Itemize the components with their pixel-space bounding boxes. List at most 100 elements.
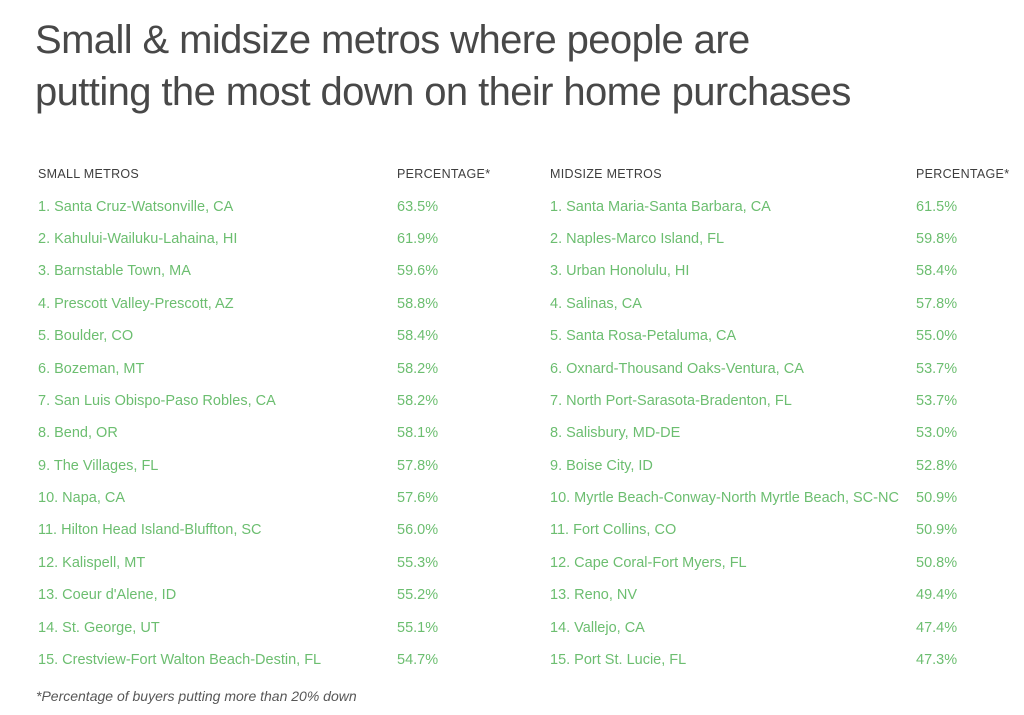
percentage-value: 53.7% bbox=[916, 392, 958, 409]
metro-label: 2. Naples-Marco Island, FL bbox=[550, 230, 725, 247]
table-row: 10. Myrtle Beach-Conway-North Myrtle Bea… bbox=[550, 482, 1012, 514]
table-row: 7. North Port-Sarasota-Bradenton, FL 53.… bbox=[550, 385, 1012, 417]
metro-label: 1. Santa Maria-Santa Barbara, CA bbox=[550, 198, 771, 215]
table-row: 9. Boise City, ID 52.8% bbox=[550, 450, 1012, 482]
table-row: 5. Boulder, CO 58.4% bbox=[38, 320, 512, 352]
table-row: 14. Vallejo, CA 47.4% bbox=[550, 611, 1012, 643]
metro-label: 14. St. George, UT bbox=[38, 619, 160, 636]
percentage-value: 58.8% bbox=[397, 295, 439, 312]
column-header-percentage-left: PERCENTAGE* bbox=[397, 167, 491, 182]
percentage-value: 55.3% bbox=[397, 554, 439, 571]
percentage-value: 63.5% bbox=[397, 198, 439, 215]
metro-label: 6. Bozeman, MT bbox=[38, 360, 145, 377]
table-row: 15. Port St. Lucie, FL 47.3% bbox=[550, 644, 1012, 676]
metro-label: 10. Napa, CA bbox=[38, 490, 126, 507]
table-row: 4. Prescott Valley-Prescott, AZ 58.8% bbox=[38, 288, 512, 320]
metro-label: 14. Vallejo, CA bbox=[550, 619, 645, 636]
table-row: 2. Kahului-Wailuku-Lahaina, HI 61.9% bbox=[38, 223, 512, 255]
metro-label: 13. Coeur d'Alene, ID bbox=[38, 587, 177, 604]
metro-label: 3. Urban Honolulu, HI bbox=[550, 263, 690, 280]
metro-label: 5. Santa Rosa-Petaluma, CA bbox=[550, 328, 737, 345]
midsize-metros-table: MIDSIZE METROS PERCENTAGE* 1. Santa Mari… bbox=[550, 158, 1012, 676]
table-row: 13. Reno, NV 49.4% bbox=[550, 579, 1012, 611]
table-row: 11. Fort Collins, CO 50.9% bbox=[550, 514, 1012, 546]
percentage-value: 54.7% bbox=[397, 652, 439, 669]
table-row: 3. Urban Honolulu, HI 58.4% bbox=[550, 255, 1012, 287]
percentage-value: 61.5% bbox=[916, 198, 958, 215]
metro-label: 10. Myrtle Beach-Conway-North Myrtle Bea… bbox=[550, 490, 899, 507]
metro-label: 6. Oxnard-Thousand Oaks-Ventura, CA bbox=[550, 360, 804, 377]
table-row: 2. Naples-Marco Island, FL 59.8% bbox=[550, 223, 1012, 255]
footnote: *Percentage of buyers putting more than … bbox=[36, 688, 357, 704]
percentage-value: 56.0% bbox=[397, 522, 439, 539]
title-line-1: Small & midsize metros where people are bbox=[35, 18, 750, 62]
table-row: 15. Crestview-Fort Walton Beach-Destin, … bbox=[38, 644, 512, 676]
percentage-value: 50.8% bbox=[916, 554, 958, 571]
table-row: 11. Hilton Head Island-Bluffton, SC 56.0… bbox=[38, 514, 512, 546]
percentage-value: 58.4% bbox=[397, 328, 439, 345]
percentage-value: 50.9% bbox=[916, 490, 958, 507]
title-line-2: putting the most down on their home purc… bbox=[35, 70, 851, 114]
column-header-small-metros: SMALL METROS bbox=[38, 167, 140, 182]
metro-label: 4. Salinas, CA bbox=[550, 295, 642, 312]
table-row: 13. Coeur d'Alene, ID 55.2% bbox=[38, 579, 512, 611]
percentage-value: 59.6% bbox=[397, 263, 439, 280]
table-row: 14. St. George, UT 55.1% bbox=[38, 611, 512, 643]
percentage-value: 53.0% bbox=[916, 425, 958, 442]
table-row: 7. San Luis Obispo-Paso Robles, CA 58.2% bbox=[38, 385, 512, 417]
percentage-value: 47.3% bbox=[916, 652, 958, 669]
table-row: 4. Salinas, CA 57.8% bbox=[550, 288, 1012, 320]
percentage-value: 58.1% bbox=[397, 425, 439, 442]
table-row: 8. Salisbury, MD-DE 53.0% bbox=[550, 417, 1012, 449]
table-row: 10. Napa, CA 57.6% bbox=[38, 482, 512, 514]
table-row: 6. Bozeman, MT 58.2% bbox=[38, 352, 512, 384]
percentage-value: 50.9% bbox=[916, 522, 958, 539]
metro-label: 12. Kalispell, MT bbox=[38, 554, 146, 571]
metro-label: 9. Boise City, ID bbox=[550, 457, 653, 474]
metro-label: 8. Bend, OR bbox=[38, 425, 118, 442]
table-row: 9. The Villages, FL 57.8% bbox=[38, 450, 512, 482]
percentage-value: 57.6% bbox=[397, 490, 439, 507]
percentage-value: 47.4% bbox=[916, 619, 958, 636]
column-header-midsize-metros: MIDSIZE METROS bbox=[550, 167, 662, 182]
metro-label: 5. Boulder, CO bbox=[38, 328, 134, 345]
table-row: 5. Santa Rosa-Petaluma, CA 55.0% bbox=[550, 320, 1012, 352]
metro-label: 1. Santa Cruz-Watsonville, CA bbox=[38, 198, 234, 215]
percentage-value: 53.7% bbox=[916, 360, 958, 377]
column-header-percentage-right: PERCENTAGE* bbox=[916, 167, 1010, 182]
metro-label: 7. San Luis Obispo-Paso Robles, CA bbox=[38, 392, 276, 409]
metro-label: 3. Barnstable Town, MA bbox=[38, 263, 191, 280]
table-row: 12. Cape Coral-Fort Myers, FL 50.8% bbox=[550, 547, 1012, 579]
midsize-metros-header-row: MIDSIZE METROS PERCENTAGE* bbox=[550, 158, 1012, 190]
percentage-value: 58.4% bbox=[916, 263, 958, 280]
small-metros-header-row: SMALL METROS PERCENTAGE* bbox=[38, 158, 512, 190]
percentage-value: 55.1% bbox=[397, 619, 439, 636]
percentage-value: 55.0% bbox=[916, 328, 958, 345]
page-title: Small & midsize metros where people are … bbox=[35, 14, 851, 118]
metro-label: 11. Fort Collins, CO bbox=[550, 522, 677, 539]
metro-label: 2. Kahului-Wailuku-Lahaina, HI bbox=[38, 230, 238, 247]
percentage-value: 49.4% bbox=[916, 587, 958, 604]
metro-label: 9. The Villages, FL bbox=[38, 457, 159, 474]
table-row: 1. Santa Cruz-Watsonville, CA 63.5% bbox=[38, 190, 512, 222]
table-row: 12. Kalispell, MT 55.3% bbox=[38, 547, 512, 579]
percentage-value: 55.2% bbox=[397, 587, 439, 604]
small-metros-table: SMALL METROS PERCENTAGE* 1. Santa Cruz-W… bbox=[38, 158, 512, 676]
metro-label: 13. Reno, NV bbox=[550, 587, 638, 604]
percentage-value: 52.8% bbox=[916, 457, 958, 474]
table-row: 6. Oxnard-Thousand Oaks-Ventura, CA 53.7… bbox=[550, 352, 1012, 384]
percentage-value: 58.2% bbox=[397, 392, 439, 409]
metro-label: 11. Hilton Head Island-Bluffton, SC bbox=[38, 522, 262, 539]
table-row: 1. Santa Maria-Santa Barbara, CA 61.5% bbox=[550, 190, 1012, 222]
table-row: 3. Barnstable Town, MA 59.6% bbox=[38, 255, 512, 287]
metro-label: 15. Port St. Lucie, FL bbox=[550, 652, 687, 669]
metro-label: 4. Prescott Valley-Prescott, AZ bbox=[38, 295, 234, 312]
metro-label: 8. Salisbury, MD-DE bbox=[550, 425, 681, 442]
percentage-value: 57.8% bbox=[397, 457, 439, 474]
percentage-value: 58.2% bbox=[397, 360, 439, 377]
metro-label: 15. Crestview-Fort Walton Beach-Destin, … bbox=[38, 652, 322, 669]
metro-label: 12. Cape Coral-Fort Myers, FL bbox=[550, 554, 747, 571]
percentage-value: 59.8% bbox=[916, 230, 958, 247]
percentage-value: 57.8% bbox=[916, 295, 958, 312]
